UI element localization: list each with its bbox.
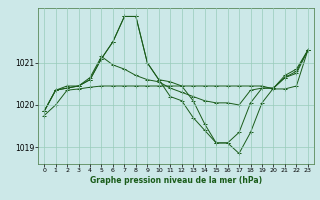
X-axis label: Graphe pression niveau de la mer (hPa): Graphe pression niveau de la mer (hPa) — [90, 176, 262, 185]
